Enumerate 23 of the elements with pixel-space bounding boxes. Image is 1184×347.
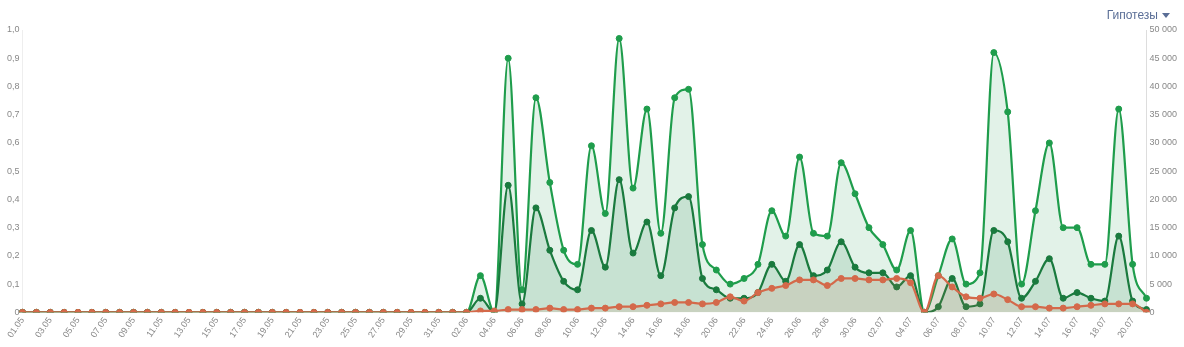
y-tick-label: 1,0 bbox=[7, 24, 20, 35]
y-tick-label: 0,2 bbox=[7, 250, 20, 261]
y-tick-label: 0,5 bbox=[7, 165, 20, 176]
y-tick-label: 0,9 bbox=[7, 52, 20, 63]
y2-tick-label: 30 000 bbox=[1149, 137, 1177, 148]
y2-tick-label: 10 000 bbox=[1149, 250, 1177, 261]
y-tick-label: 0,6 bbox=[7, 137, 20, 148]
y2-tick-label: 15 000 bbox=[1149, 222, 1177, 233]
y2-tick-label: 35 000 bbox=[1149, 109, 1177, 120]
y2-tick-label: 45 000 bbox=[1149, 52, 1177, 63]
y-tick-label: 0,4 bbox=[7, 193, 20, 204]
y-tick-label: 0,8 bbox=[7, 80, 20, 91]
y2-tick-label: 50 000 bbox=[1149, 24, 1177, 35]
y2-tick-label: 20 000 bbox=[1149, 193, 1177, 204]
y2-tick-label: 5 000 bbox=[1149, 278, 1172, 289]
y-tick-label: 0,1 bbox=[7, 278, 20, 289]
y2-tick-label: 40 000 bbox=[1149, 80, 1177, 91]
y-tick-label: 0 bbox=[14, 306, 20, 317]
y-tick-label: 0,7 bbox=[7, 109, 20, 120]
y-tick-label: 0,3 bbox=[7, 222, 20, 233]
y2-tick-label: 25 000 bbox=[1149, 165, 1177, 176]
text: Гипотезы bbox=[1106, 8, 1158, 22]
y2-tick-label: 0 bbox=[1149, 306, 1155, 317]
